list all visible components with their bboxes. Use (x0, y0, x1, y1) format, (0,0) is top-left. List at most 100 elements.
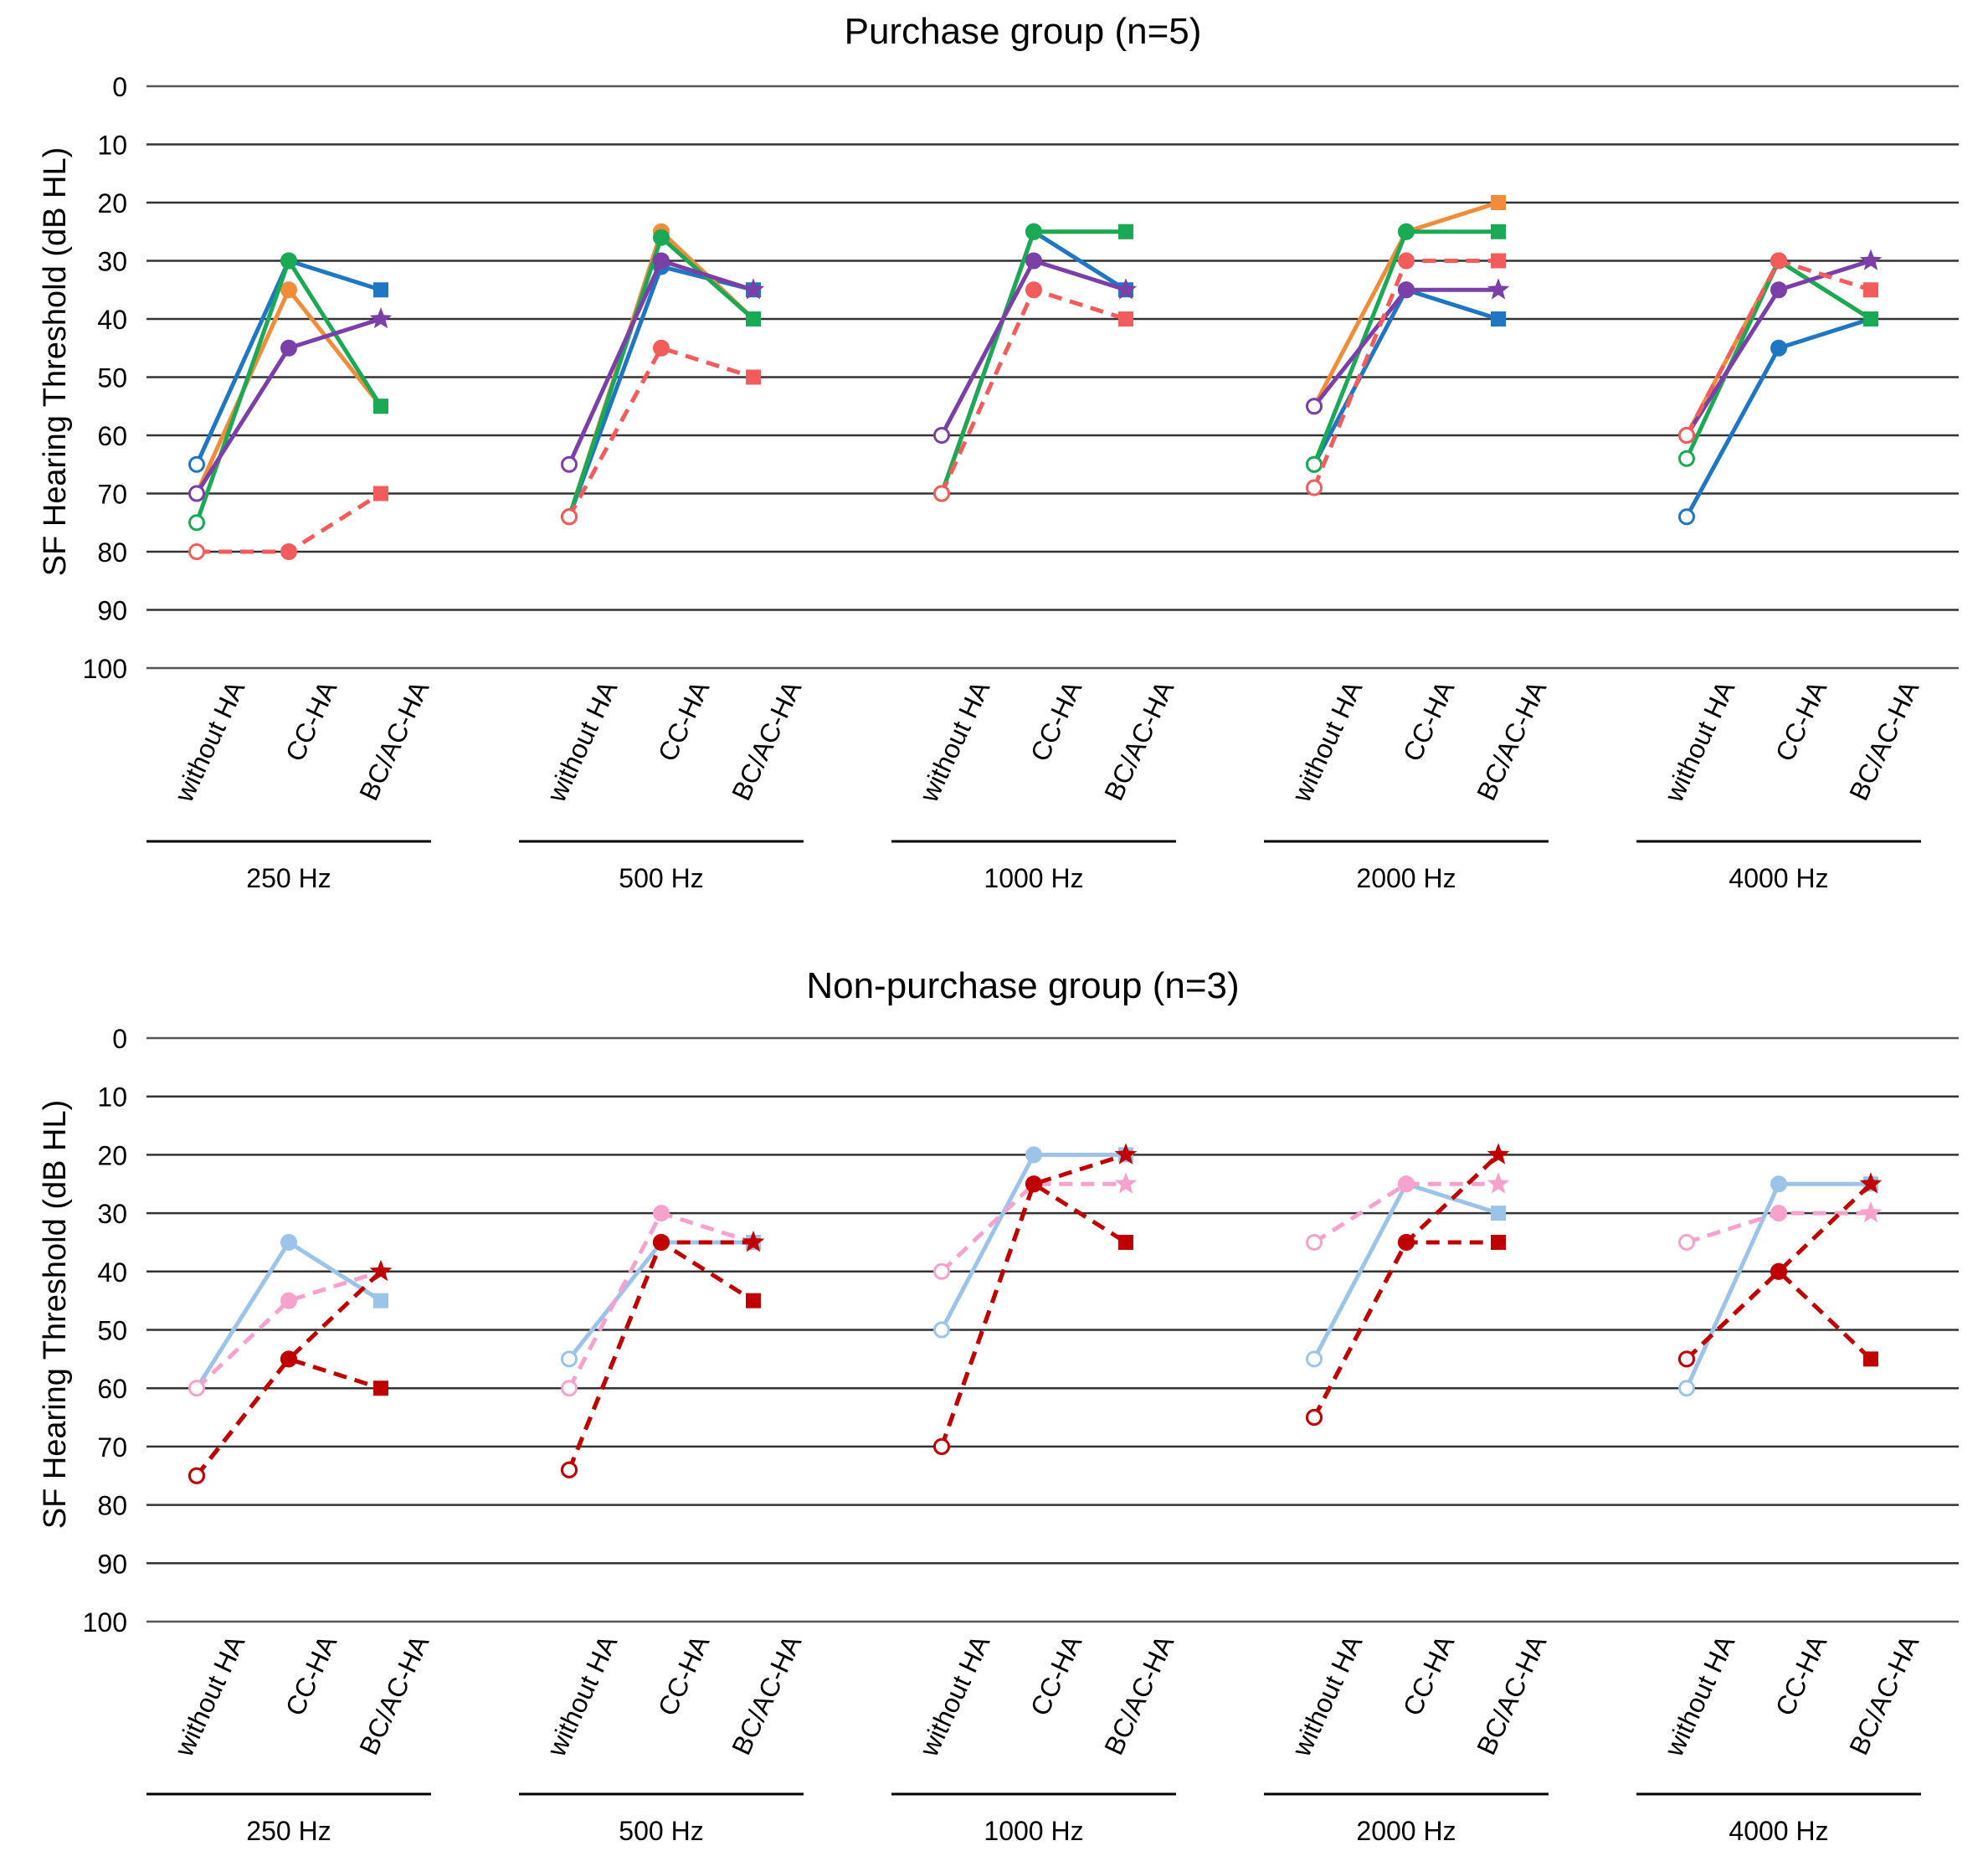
data-point-square (1863, 311, 1878, 326)
data-point-open (562, 1352, 577, 1366)
data-point-square (1118, 1235, 1133, 1250)
data-point-filled (654, 1206, 669, 1221)
y-tick-label: 30 (97, 1199, 127, 1229)
data-point-square (373, 1381, 388, 1396)
data-point-star (1860, 1201, 1883, 1222)
data-point-filled (1399, 224, 1414, 239)
data-point-open (190, 516, 204, 530)
condition-tick-label: without HA (541, 1630, 624, 1761)
y-tick-label: 0 (112, 72, 127, 102)
data-point-filled (1771, 254, 1786, 269)
data-point-filled (654, 1235, 669, 1250)
data-point-square (1491, 224, 1506, 239)
data-point-filled (1771, 1176, 1786, 1191)
data-point-filled (1026, 1147, 1041, 1162)
condition-tick-label: BC/AC-HA (1098, 1630, 1180, 1759)
data-point-filled (281, 1351, 296, 1366)
condition-tick-label: BC/AC-HA (353, 676, 435, 805)
frequency-label: 250 Hz (246, 1816, 331, 1846)
data-point-open (190, 1381, 204, 1396)
data-point-filled (1399, 1176, 1414, 1191)
data-point-open (190, 1468, 204, 1483)
condition-tick-label: CC-HA (652, 676, 716, 766)
condition-tick-label: without HA (1286, 1630, 1369, 1761)
frequency-label: 4000 Hz (1729, 863, 1828, 893)
data-point-open (935, 1264, 949, 1278)
condition-tick-label: without HA (1286, 676, 1369, 807)
data-point-open (1307, 1352, 1322, 1366)
condition-tick-label: BC/AC-HA (1471, 1630, 1553, 1759)
data-line (942, 1184, 1126, 1447)
data-point-square (1863, 1351, 1878, 1366)
y-tick-label: 20 (97, 188, 127, 219)
y-tick-label: 100 (83, 1607, 127, 1638)
data-point-filled (654, 341, 669, 356)
y-tick-label: 90 (97, 1549, 127, 1579)
data-point-star (370, 307, 393, 328)
panel-title: Non-purchase group (n=3) (806, 965, 1239, 1006)
frequency-label: 2000 Hz (1356, 1816, 1456, 1846)
y-tick-label: 60 (97, 421, 127, 451)
data-point-square (1118, 311, 1133, 326)
y-axis-label: SF Hearing Threshold (dB HL) (38, 147, 73, 577)
condition-tick-label: without HA (168, 1630, 251, 1761)
data-point-square (373, 398, 388, 414)
data-point-open (1307, 1411, 1322, 1425)
y-tick-label: 10 (97, 1082, 127, 1113)
condition-tick-label: CC-HA (1397, 676, 1461, 766)
data-point-filled (654, 254, 669, 269)
data-point-filled (654, 230, 669, 245)
data-point-open (562, 457, 577, 471)
condition-tick-label: BC/AC-HA (726, 1630, 808, 1759)
frequency-label: 250 Hz (246, 863, 331, 893)
series-subject-c2 (190, 1143, 1883, 1483)
data-point-open (562, 510, 577, 524)
data-line (197, 261, 381, 523)
y-tick-label: 80 (97, 537, 127, 568)
data-point-filled (1771, 1206, 1786, 1221)
condition-tick-label: BC/AC-HA (726, 676, 808, 805)
data-point-open (935, 1323, 949, 1337)
condition-tick-label: CC-HA (280, 1630, 343, 1720)
chart-figure: Purchase group (n=5) SF Hearing Threshol… (0, 0, 1988, 1851)
condition-tick-label: CC-HA (652, 1630, 716, 1720)
data-line (942, 1184, 1126, 1272)
data-line (1314, 1154, 1498, 1417)
condition-tick-label: BC/AC-HA (1843, 1630, 1925, 1759)
y-tick-label: 50 (97, 363, 127, 393)
data-point-square (1863, 282, 1878, 297)
y-tick-label: 10 (97, 131, 127, 161)
condition-tick-label: without HA (913, 676, 996, 807)
data-point-filled (281, 1293, 296, 1309)
data-point-square (1491, 1206, 1506, 1221)
data-point-filled (281, 254, 296, 269)
y-tick-label: 40 (97, 1257, 127, 1288)
y-axis-label: SF Hearing Threshold (dB HL) (38, 1100, 73, 1530)
data-point-open (562, 1381, 577, 1396)
data-point-open (935, 486, 949, 501)
data-line (569, 1242, 753, 1470)
data-point-open (1307, 457, 1322, 471)
data-line (942, 232, 1126, 494)
data-point-square (373, 486, 388, 501)
data-point-filled (1026, 254, 1041, 269)
data-point-filled (281, 544, 296, 559)
data-point-open (1680, 510, 1694, 524)
data-point-filled (1399, 254, 1414, 269)
data-point-filled (281, 341, 296, 356)
data-point-open (1680, 451, 1694, 465)
frequency-label: 1000 Hz (984, 863, 1083, 893)
frequency-label: 2000 Hz (1356, 863, 1456, 893)
y-tick-label: 40 (97, 305, 127, 335)
frequency-label: 500 Hz (619, 1816, 703, 1846)
condition-tick-label: without HA (168, 676, 251, 807)
data-point-filled (1026, 224, 1041, 239)
data-point-square (746, 311, 761, 326)
data-point-square (746, 370, 761, 385)
data-point-open (1680, 1381, 1694, 1396)
data-point-star (1487, 278, 1510, 299)
data-point-square (1491, 195, 1506, 210)
data-point-open (1307, 481, 1322, 495)
condition-tick-label: CC-HA (1025, 676, 1088, 766)
condition-tick-label: without HA (913, 1630, 996, 1761)
